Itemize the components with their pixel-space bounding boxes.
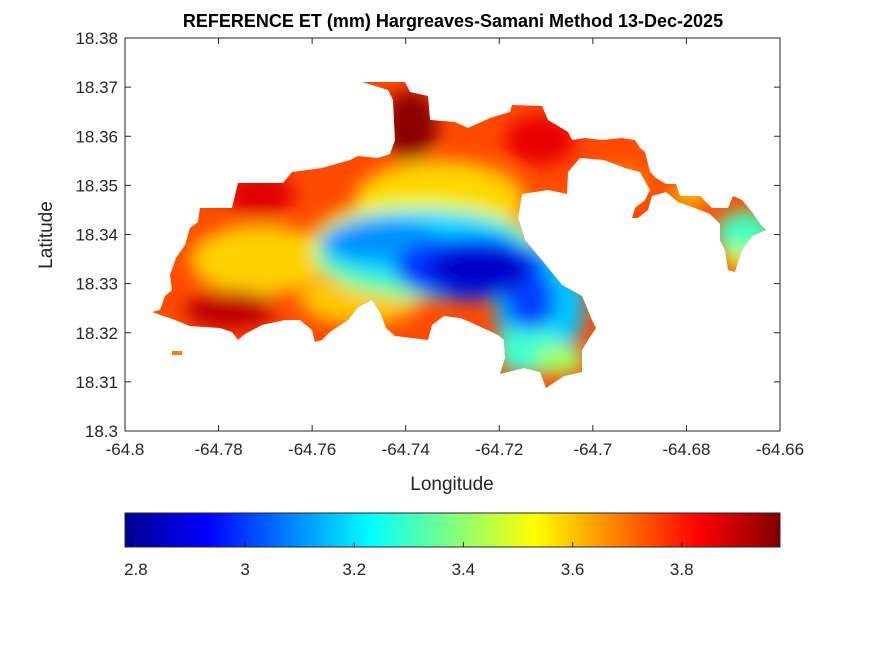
- chart-title: REFERENCE ET (mm) Hargreaves-Samani Meth…: [183, 11, 723, 31]
- x-tick-label: -64.76: [288, 440, 336, 459]
- axis-ticks: -64.8 -64.78 -64.76 -64.74 -64.72 -64.7 -64.68…: [75, 29, 804, 459]
- x-tick-label: -64.8: [106, 440, 145, 459]
- y-tick-label: 18.37: [75, 78, 118, 97]
- y-tick-label: 18.3: [85, 422, 118, 441]
- colorbar-ticks: 2.8 3 3.2 3.4 3.6 3.8: [124, 542, 694, 579]
- x-tick-label: -64.66: [756, 440, 804, 459]
- colorbar-tick-label: 3.6: [561, 560, 585, 579]
- x-axis-label: Longitude: [410, 474, 493, 495]
- x-tick-label: -64.68: [662, 440, 710, 459]
- x-tick-label: -64.72: [475, 440, 523, 459]
- colorbar-tick-label: 3.8: [670, 560, 694, 579]
- colorbar: [124, 512, 781, 548]
- y-tick-label: 18.31: [75, 373, 118, 392]
- y-tick-label: 18.34: [75, 226, 118, 245]
- colorbar-tick-label: 3: [240, 560, 249, 579]
- y-tick-label: 18.38: [75, 29, 118, 48]
- x-tick-label: -64.78: [194, 440, 242, 459]
- x-tick-label: -64.7: [573, 440, 612, 459]
- y-tick-label: 18.32: [75, 324, 118, 343]
- y-tick-label: 18.33: [75, 275, 118, 294]
- colorbar-tick-label: 3.2: [342, 560, 366, 579]
- y-tick-label: 18.35: [75, 176, 118, 195]
- colorbar-tick-label: 2.8: [124, 560, 148, 579]
- x-tick-label: -64.74: [382, 440, 430, 459]
- colorbar-tick-label: 3.4: [452, 560, 476, 579]
- y-axis-label: Latitude: [36, 201, 57, 269]
- y-tick-label: 18.36: [75, 127, 118, 146]
